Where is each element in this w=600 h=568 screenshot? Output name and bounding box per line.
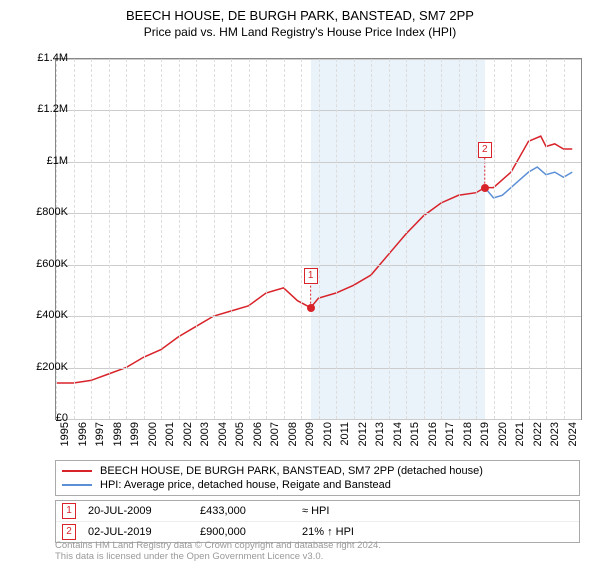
legend-item: BEECH HOUSE, DE BURGH PARK, BANSTEAD, SM… — [62, 464, 573, 478]
vgridline — [109, 59, 110, 419]
plot-area: 12 — [55, 58, 582, 420]
sale-date: 20-JUL-2009 — [88, 505, 188, 517]
xtick-label: 2018 — [462, 422, 474, 446]
vgridline — [74, 59, 75, 419]
xtick-label: 2002 — [182, 422, 194, 446]
xtick-label: 2004 — [217, 422, 229, 446]
ytick-label: £1M — [18, 155, 68, 167]
sale-dot — [307, 304, 315, 312]
xtick-label: 2016 — [427, 422, 439, 446]
xtick-label: 2011 — [339, 422, 351, 446]
sale-index-box: 1 — [62, 503, 76, 519]
vgridline — [441, 59, 442, 419]
chart-title: BEECH HOUSE, DE BURGH PARK, BANSTEAD, SM… — [0, 8, 600, 23]
xtick-label: 2012 — [357, 422, 369, 446]
xtick-label: 2020 — [497, 422, 509, 446]
xtick-label: 1997 — [94, 422, 106, 446]
xtick-label: 2010 — [322, 422, 334, 446]
legend: BEECH HOUSE, DE BURGH PARK, BANSTEAD, SM… — [55, 460, 580, 496]
xtick-label: 2007 — [269, 422, 281, 446]
vgridline — [354, 59, 355, 419]
ytick-label: £800K — [18, 206, 68, 218]
xtick-label: 2024 — [567, 422, 579, 446]
ytick-label: £400K — [18, 309, 68, 321]
vgridline — [161, 59, 162, 419]
ytick-label: £1.4M — [18, 52, 68, 64]
xtick-label: 2022 — [532, 422, 544, 446]
sale-dot — [481, 184, 489, 192]
vgridline — [424, 59, 425, 419]
chart-subtitle: Price paid vs. HM Land Registry's House … — [0, 25, 600, 39]
ytick-label: £200K — [18, 361, 68, 373]
vgridline — [459, 59, 460, 419]
xtick-label: 2001 — [164, 422, 176, 446]
xtick-label: 2014 — [392, 422, 404, 446]
vgridline — [476, 59, 477, 419]
sales-table: 1 20-JUL-2009 £433,000 ≈ HPI 2 02-JUL-20… — [55, 500, 580, 543]
xtick-label: 2006 — [252, 422, 264, 446]
vgridline — [301, 59, 302, 419]
vgridline — [126, 59, 127, 419]
vgridline — [319, 59, 320, 419]
footer-note: Contains HM Land Registry data © Crown c… — [55, 540, 381, 563]
chart-container: BEECH HOUSE, DE BURGH PARK, BANSTEAD, SM… — [0, 8, 600, 568]
xtick-label: 2019 — [479, 422, 491, 446]
legend-label: HPI: Average price, detached house, Reig… — [100, 479, 391, 491]
sale-date: 02-JUL-2019 — [88, 526, 188, 538]
sale-pct: ≈ HPI — [302, 505, 422, 517]
legend-label: BEECH HOUSE, DE BURGH PARK, BANSTEAD, SM… — [100, 465, 483, 477]
vgridline — [546, 59, 547, 419]
vgridline — [249, 59, 250, 419]
xtick-label: 2023 — [549, 422, 561, 446]
vgridline — [406, 59, 407, 419]
vgridline — [179, 59, 180, 419]
vgridline — [214, 59, 215, 419]
gridline — [56, 419, 581, 420]
sale-price: £900,000 — [200, 526, 290, 538]
sale-price: £433,000 — [200, 505, 290, 517]
vgridline — [564, 59, 565, 419]
vgridline — [389, 59, 390, 419]
xtick-label: 2003 — [199, 422, 211, 446]
vgridline — [371, 59, 372, 419]
vgridline — [284, 59, 285, 419]
vgridline — [336, 59, 337, 419]
legend-item: HPI: Average price, detached house, Reig… — [62, 478, 573, 492]
xtick-label: 2017 — [444, 422, 456, 446]
xtick-label: 1999 — [129, 422, 141, 446]
xtick-label: 2008 — [287, 422, 299, 446]
xtick-label: 1995 — [59, 422, 71, 446]
ytick-label: £1.2M — [18, 103, 68, 115]
vgridline — [144, 59, 145, 419]
vgridline — [511, 59, 512, 419]
ytick-label: £600K — [18, 258, 68, 270]
sale-index-box: 2 — [62, 524, 76, 540]
vgridline — [231, 59, 232, 419]
table-row: 2 02-JUL-2019 £900,000 21% ↑ HPI — [56, 521, 579, 542]
series-property — [56, 136, 572, 383]
xtick-label: 2009 — [304, 422, 316, 446]
vgridline — [266, 59, 267, 419]
legend-swatch — [62, 484, 92, 486]
xtick-label: 1996 — [77, 422, 89, 446]
xtick-label: 2005 — [234, 422, 246, 446]
sale-marker-box: 1 — [304, 268, 318, 284]
xtick-label: 2000 — [147, 422, 159, 446]
xtick-label: 2021 — [514, 422, 526, 446]
footer-line: This data is licensed under the Open Gov… — [55, 551, 381, 562]
vgridline — [494, 59, 495, 419]
vgridline — [529, 59, 530, 419]
sale-marker-box: 2 — [478, 142, 492, 158]
vgridline — [196, 59, 197, 419]
table-row: 1 20-JUL-2009 £433,000 ≈ HPI — [56, 501, 579, 521]
legend-swatch — [62, 470, 92, 472]
sale-pct: 21% ↑ HPI — [302, 526, 422, 538]
xtick-label: 1998 — [112, 422, 124, 446]
xtick-label: 2013 — [374, 422, 386, 446]
footer-line: Contains HM Land Registry data © Crown c… — [55, 540, 381, 551]
xtick-label: 2015 — [409, 422, 421, 446]
vgridline — [91, 59, 92, 419]
